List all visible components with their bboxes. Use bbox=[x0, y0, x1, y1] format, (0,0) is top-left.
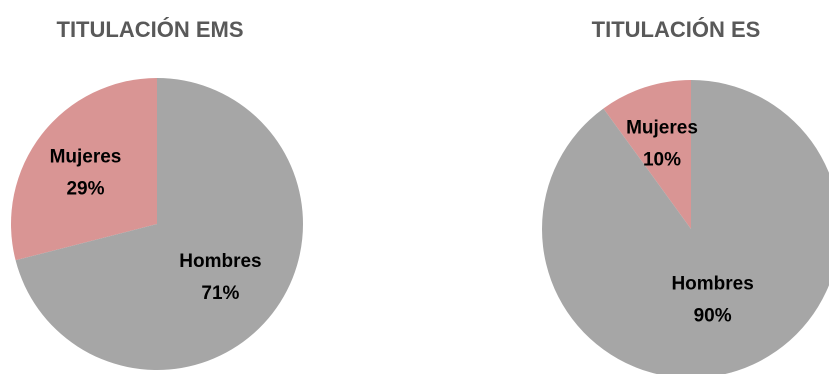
slice-percent-label: 29% bbox=[66, 179, 104, 200]
slice-category-label: Hombres bbox=[179, 251, 261, 272]
pie-chart-es: TITULACIÓN ES Hombres 90% Mujeres 10% bbox=[542, 17, 829, 374]
slice-label-ems-mujeres: Mujeres 29% bbox=[50, 147, 122, 200]
slice-label-es-hombres: Hombres 90% bbox=[671, 274, 753, 327]
chart-title-es: TITULACIÓN ES bbox=[592, 17, 761, 42]
pie-slice-es-mujeres bbox=[603, 80, 691, 229]
pie-slice-ems-hombres bbox=[15, 78, 304, 370]
slice-percent-label: 90% bbox=[694, 306, 732, 327]
chart-title-ems: TITULACIÓN EMS bbox=[57, 17, 244, 42]
slice-category-label: Mujeres bbox=[626, 118, 698, 139]
slice-percent-label: 10% bbox=[643, 150, 681, 171]
pie-chart-ems: TITULACIÓN EMS Hombres 71% Mujeres 29% bbox=[10, 17, 304, 370]
slice-category-label: Hombres bbox=[671, 274, 753, 295]
pie-slice-ems-mujeres bbox=[10, 78, 157, 261]
slice-label-ems-hombres: Hombres 71% bbox=[179, 251, 261, 304]
slice-label-es-mujeres: Mujeres 10% bbox=[626, 118, 698, 171]
pie-slice-es-hombres bbox=[542, 80, 829, 374]
slice-percent-label: 71% bbox=[201, 283, 239, 304]
slice-category-label: Mujeres bbox=[50, 147, 122, 168]
